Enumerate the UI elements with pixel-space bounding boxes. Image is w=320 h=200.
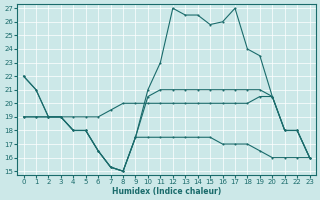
X-axis label: Humidex (Indice chaleur): Humidex (Indice chaleur) [112,187,221,196]
